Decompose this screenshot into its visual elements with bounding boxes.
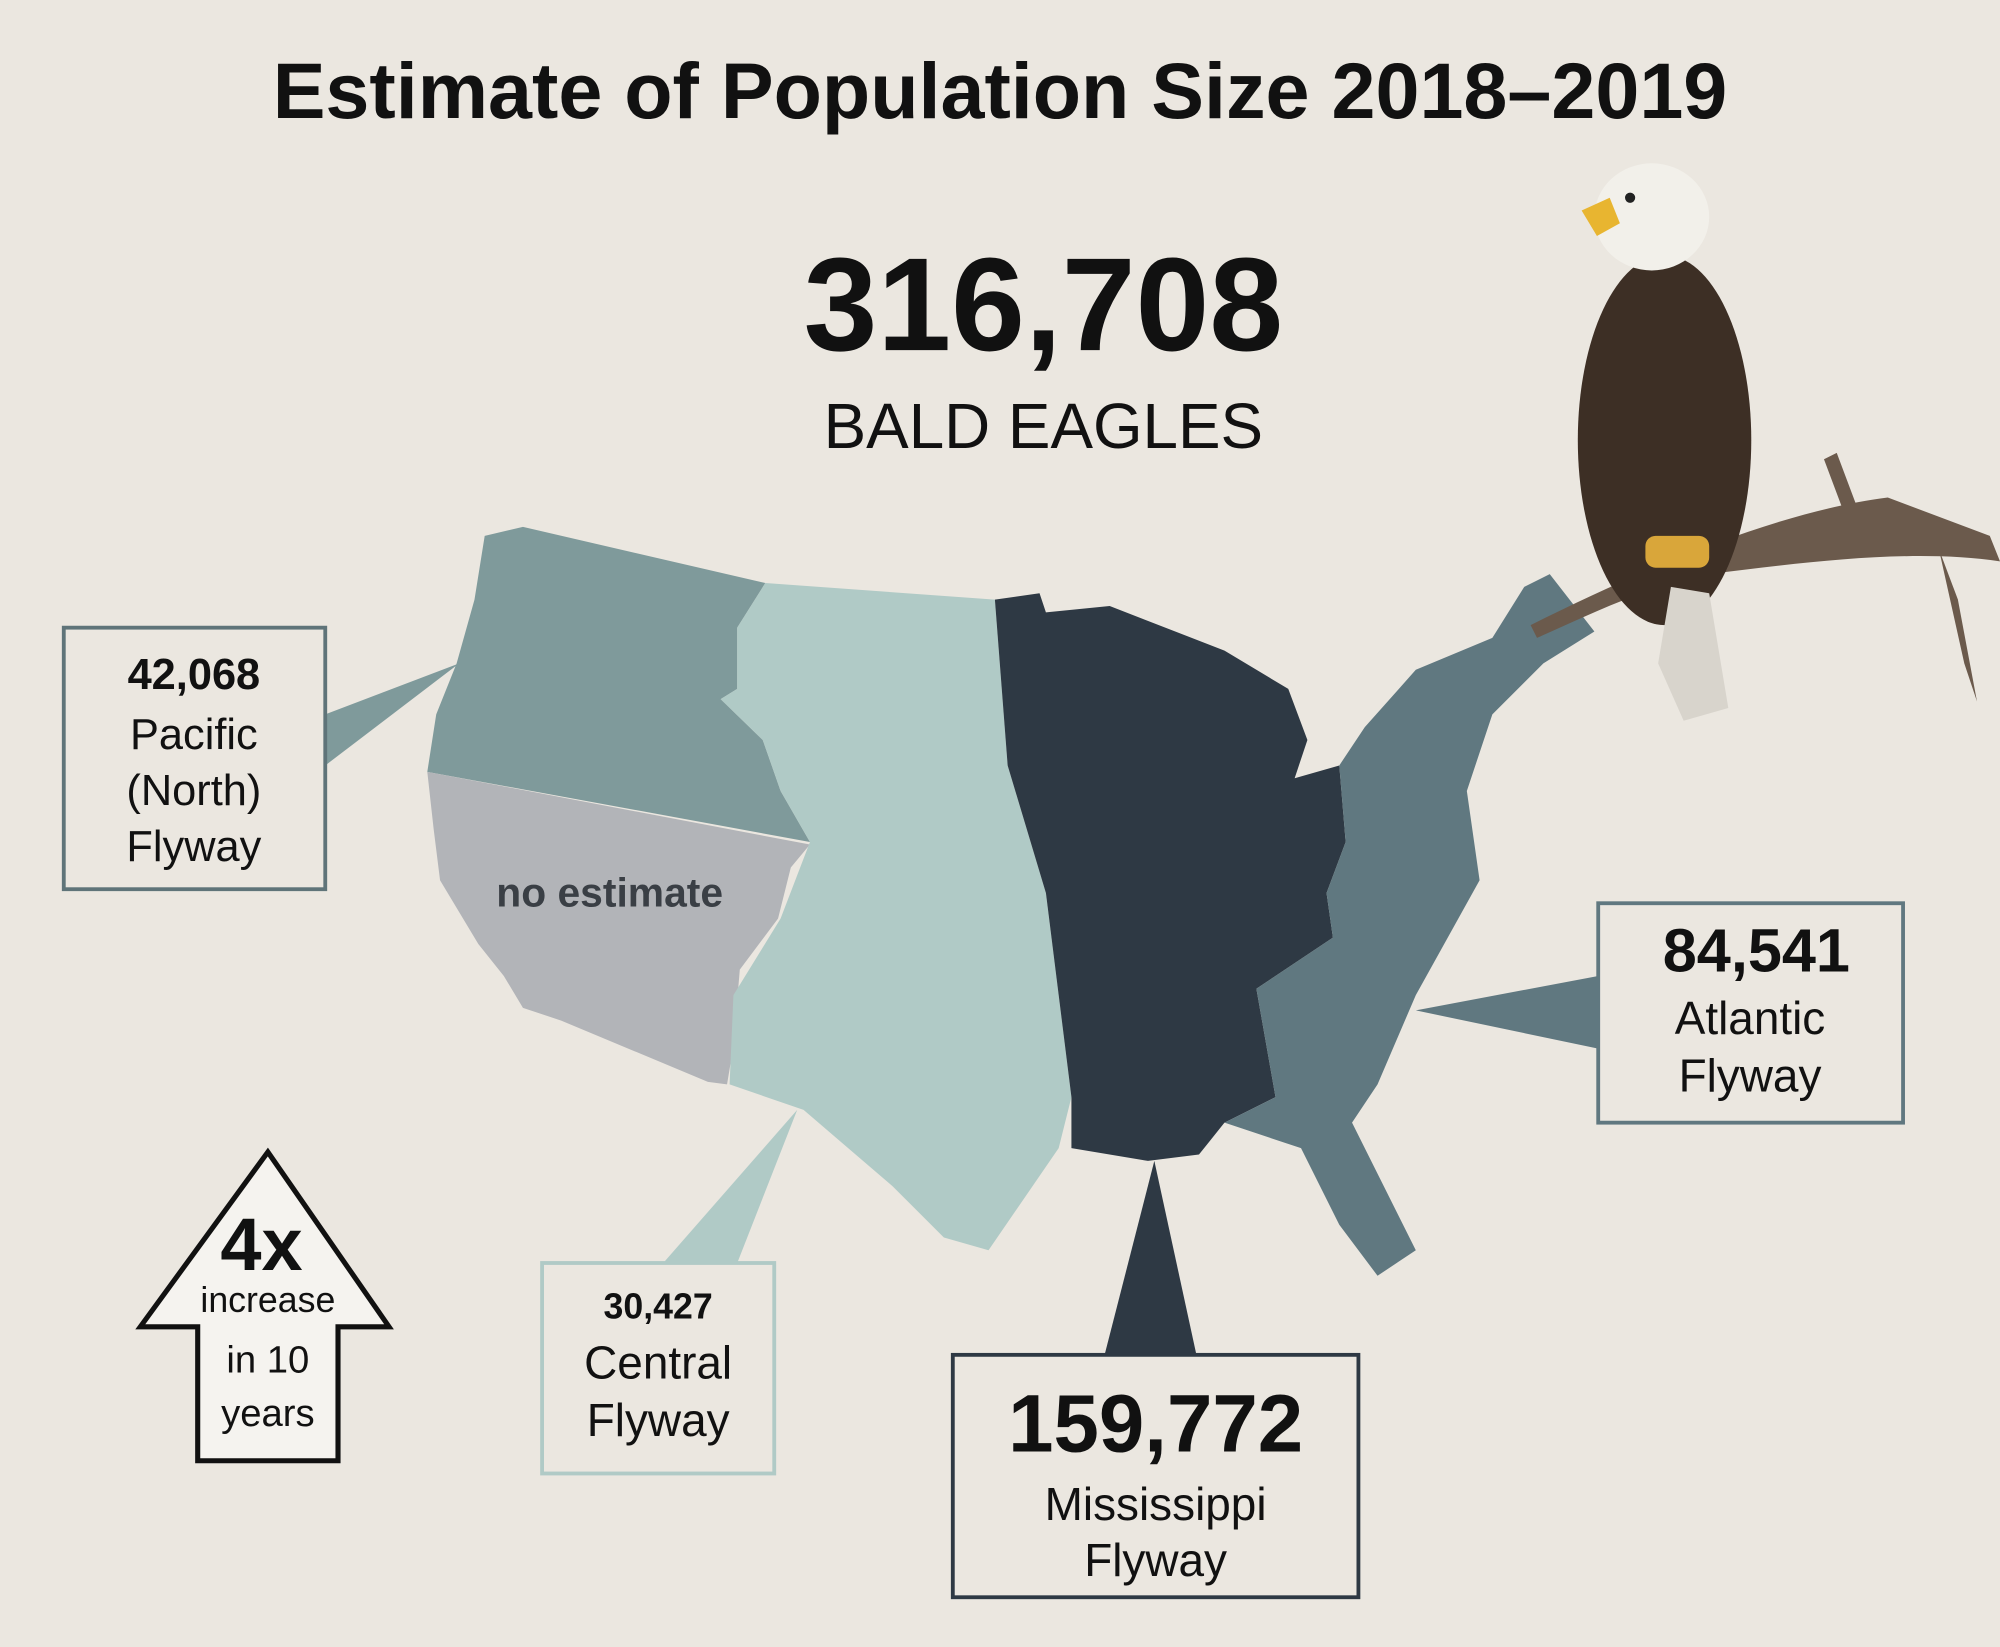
central-region [720, 583, 1072, 1251]
trend-arrow [135, 1147, 394, 1464]
total-number: 316,708 [804, 231, 1283, 379]
eagle-body [1577, 255, 1752, 626]
region-name: Flyway [126, 823, 261, 871]
trend-text: increase [200, 1280, 335, 1320]
mississippi-region [994, 593, 1346, 1161]
mississippi-box [950, 1352, 1361, 1600]
no-estimate-label: no estimate [496, 869, 723, 915]
pacific-box [61, 625, 328, 892]
region-name: Flyway [1679, 1049, 1822, 1101]
atlantic-region [1224, 574, 1595, 1276]
region-number: 84,541 [1663, 917, 1850, 985]
region-name: Flyway [587, 1394, 730, 1446]
mississippi-pointer [1104, 1160, 1197, 1355]
region-number: 159,772 [1008, 1379, 1303, 1470]
eagle-eye [1625, 192, 1636, 203]
region-name: Flyway [1084, 1534, 1227, 1586]
pacific-region [427, 526, 810, 842]
region-name: Pacific [130, 711, 258, 759]
eagle-talons [1645, 535, 1710, 568]
branch-twig [1823, 452, 1856, 511]
trend-text: in 10 [226, 1339, 309, 1382]
title: Estimate of Population Size 2018–2019 [273, 46, 1728, 135]
branch-twig [1938, 548, 1978, 702]
region-number: 30,427 [604, 1286, 713, 1326]
total-label: BALD EAGLES [824, 390, 1263, 462]
central-box [540, 1261, 777, 1476]
trend-text: years [221, 1392, 315, 1435]
eagle-tail [1658, 586, 1729, 721]
region-name: (North) [126, 767, 261, 815]
trend-factor: 4x [220, 1203, 302, 1286]
region-name: Central [584, 1336, 732, 1388]
central-pointer [663, 1109, 798, 1263]
atlantic-box [1596, 901, 1905, 1125]
eagle-illustration [1530, 163, 2000, 721]
no-estimate-region [427, 771, 810, 1085]
branch [1530, 497, 2000, 638]
atlantic-pointer [1415, 975, 1599, 1049]
pacific-pointer [325, 663, 460, 766]
region-number: 42,068 [128, 651, 261, 699]
region-name: Mississippi [1045, 1478, 1267, 1530]
region-name: Atlantic [1675, 992, 1826, 1044]
eagle-head [1594, 163, 1710, 271]
